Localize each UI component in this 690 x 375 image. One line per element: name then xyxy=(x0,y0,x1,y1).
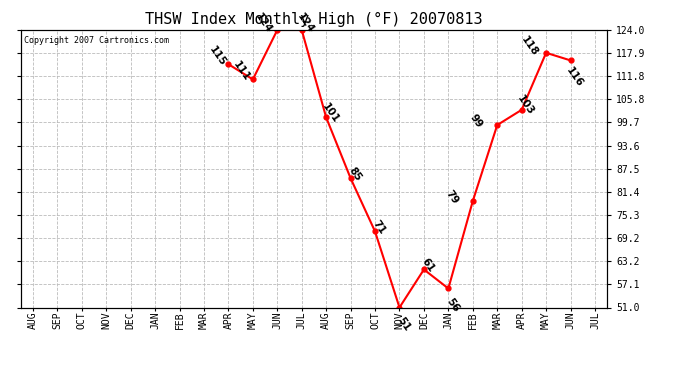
Text: 51: 51 xyxy=(395,315,412,333)
Text: 111: 111 xyxy=(231,59,252,83)
Title: THSW Index Monthly High (°F) 20070813: THSW Index Monthly High (°F) 20070813 xyxy=(145,12,483,27)
Text: 85: 85 xyxy=(346,165,363,183)
Text: 61: 61 xyxy=(420,256,436,274)
Text: 103: 103 xyxy=(515,94,536,117)
Text: 115: 115 xyxy=(207,44,228,68)
Text: 101: 101 xyxy=(320,102,341,125)
Text: Copyright 2007 Cartronics.com: Copyright 2007 Cartronics.com xyxy=(23,36,168,45)
Text: 79: 79 xyxy=(444,188,460,206)
Text: 118: 118 xyxy=(519,34,540,58)
Text: 71: 71 xyxy=(371,219,388,236)
Text: 99: 99 xyxy=(469,112,484,130)
Text: 56: 56 xyxy=(444,296,461,314)
Text: 124: 124 xyxy=(295,11,316,35)
Text: 124: 124 xyxy=(253,11,274,35)
Text: 116: 116 xyxy=(564,65,585,89)
